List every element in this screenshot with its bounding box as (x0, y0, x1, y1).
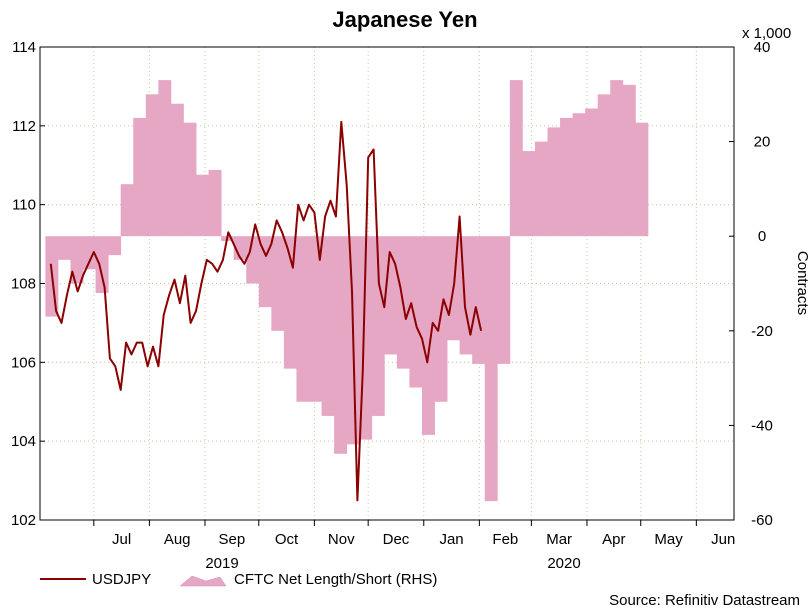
cftc-bar (133, 117, 147, 237)
month-label: Nov (328, 531, 355, 548)
cftc-bar (296, 236, 310, 402)
cftc-bar (145, 94, 159, 237)
month-label: Aug (164, 531, 191, 548)
cftc-bar (208, 169, 222, 237)
cftc-bar (572, 113, 586, 237)
cftc-bar (334, 236, 348, 454)
cftc-bar (196, 174, 209, 237)
legend-usdjpy: USDJPY (92, 571, 151, 588)
left-tick-label: 110 (12, 197, 36, 214)
month-label: Dec (383, 531, 410, 548)
cftc-bar (83, 236, 96, 270)
cftc-area (45, 80, 649, 502)
month-label: Jul (112, 531, 131, 548)
cftc-bar (497, 236, 511, 364)
right-axis-label: Contracts (794, 251, 809, 315)
left-tick-label: 108 (11, 276, 36, 293)
cftc-bar (95, 236, 109, 293)
month-label: Feb (492, 531, 518, 548)
cftc-bar (585, 108, 599, 237)
cftc-bar (258, 236, 272, 308)
cftc-bar (271, 236, 285, 331)
left-tick-label: 106 (11, 354, 36, 371)
legend-cftc: CFTC Net Length/Short (RHS) (234, 571, 437, 588)
cftc-bar (509, 80, 523, 237)
left-tick-label: 112 (12, 118, 36, 135)
cftc-bar (246, 236, 260, 284)
right-tick-label: 20 (754, 134, 771, 151)
month-label: Apr (602, 531, 625, 548)
left-axis: 102 104 106 108 110 112 114 (11, 39, 45, 529)
month-label: Jun (711, 531, 735, 548)
x-axis: Jul Aug Sep Oct Nov Dec Jan Feb Mar Apr May Jun (93, 520, 735, 548)
cftc-bar (534, 141, 548, 237)
month-label: Mar (546, 531, 572, 548)
year-label-2019: 2019 (205, 555, 238, 572)
month-label: Sep (219, 531, 246, 548)
left-tick-label: 104 (11, 433, 36, 450)
legend-area-swatch (179, 575, 227, 587)
usdjpy-line (49, 120, 483, 502)
right-tick-label: -60 (751, 512, 773, 529)
month-label: Jan (439, 531, 463, 548)
month-label: Oct (275, 531, 299, 548)
cftc-bar (635, 122, 649, 237)
cftc-bar (484, 236, 498, 502)
cftc-bar (409, 236, 423, 388)
left-tick-label: 102 (11, 512, 36, 529)
cftc-bar (622, 84, 636, 237)
cftc-bar (371, 236, 385, 416)
cftc-bar (308, 236, 322, 402)
year-label-2020: 2020 (547, 555, 580, 572)
cftc-bar (421, 236, 435, 435)
right-axis-scale-note: x 1,000 (742, 25, 791, 42)
cftc-bar (57, 236, 71, 260)
cftc-bar (522, 151, 536, 237)
chart-title: Japanese Yen (332, 7, 477, 32)
cftc-bar (120, 184, 134, 237)
cftc-bar (170, 103, 184, 237)
cftc-bar (321, 236, 335, 416)
right-tick-label: 40 (754, 39, 771, 56)
usdjpy-line-layer (49, 120, 483, 502)
legend: USDJPY CFTC Net Length/Short (RHS) (40, 571, 437, 588)
cftc-bar (597, 94, 611, 237)
month-label: May (654, 531, 683, 548)
cftc-bar (233, 236, 247, 260)
cftc-bar (547, 127, 561, 237)
cftc-bar (472, 236, 486, 364)
cftc-bar (560, 117, 574, 237)
cftc-bar (183, 122, 197, 237)
right-tick-label: 0 (758, 228, 766, 245)
cftc-bar (610, 80, 624, 237)
cftc-bar (70, 236, 84, 284)
right-tick-label: -20 (751, 323, 773, 340)
left-tick-label: 114 (12, 39, 36, 56)
cftc-bar (108, 236, 122, 256)
source-note: Source: Refinitiv Datastream (609, 592, 800, 609)
cftc-bar (283, 236, 297, 369)
cftc-bar (158, 80, 172, 237)
right-axis: -60 -40 -20 0 20 40 (729, 39, 773, 529)
right-tick-label: -40 (751, 417, 773, 434)
